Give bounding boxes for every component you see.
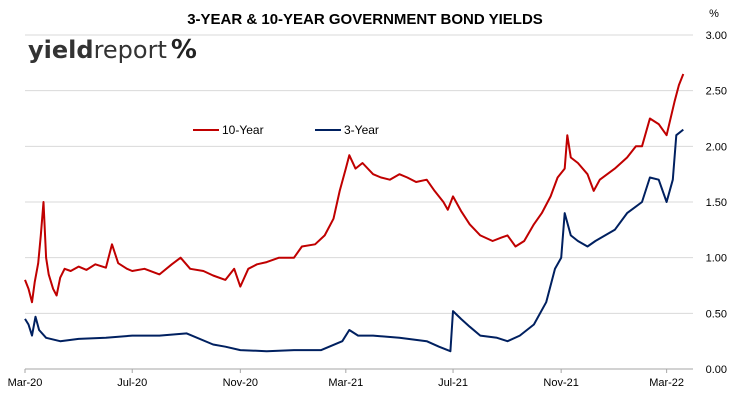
x-tick-label: Nov-20: [223, 377, 258, 389]
logo-percent-symbol: %: [171, 35, 197, 65]
x-tick-label: Mar-22: [649, 377, 684, 389]
svg-text:yieldreport%: yieldreport%: [28, 35, 197, 65]
x-tick-label: Jul-20: [117, 377, 147, 389]
series-lines: [24, 73, 685, 353]
y-tick-label: 3.00: [706, 30, 727, 42]
logo: yieldreport%: [28, 35, 197, 65]
logo-text-yield: yield: [28, 36, 94, 64]
y-tick-label: 0.50: [706, 308, 727, 320]
x-tick-label: Mar-20: [8, 377, 43, 389]
series-line-3-year: [24, 128, 684, 353]
y-axis-unit-label: %: [709, 8, 719, 20]
y-tick-label: 0.00: [706, 364, 727, 376]
y-axis-ticks: 0.00 0.50 1.00 1.50 2.00 2.50 3.00: [706, 30, 727, 376]
y-tick-label: 2.00: [706, 141, 727, 153]
y-tick-label: 1.00: [706, 253, 727, 265]
x-axis-ticks: Mar-20 Jul-20 Nov-20 Mar-21 Jul-21 Nov-21 Mar-…: [8, 369, 684, 389]
logo-text-report: report: [94, 36, 167, 64]
legend: 10-Year 3-Year: [193, 123, 379, 137]
y-tick-label: 1.50: [706, 197, 727, 209]
x-tick-label: Mar-21: [328, 377, 363, 389]
gridlines: [25, 34, 693, 370]
legend-label-3-year: 3-Year: [344, 123, 379, 137]
x-tick-label: Jul-21: [438, 377, 468, 389]
x-tick-label: Nov-21: [543, 377, 578, 389]
legend-label-10-year: 10-Year: [222, 123, 264, 137]
series-line-10-year: [24, 73, 685, 304]
chart-title: 3-YEAR & 10-YEAR GOVERNMENT BOND YIELDS: [187, 11, 543, 28]
y-tick-label: 2.50: [706, 86, 727, 98]
